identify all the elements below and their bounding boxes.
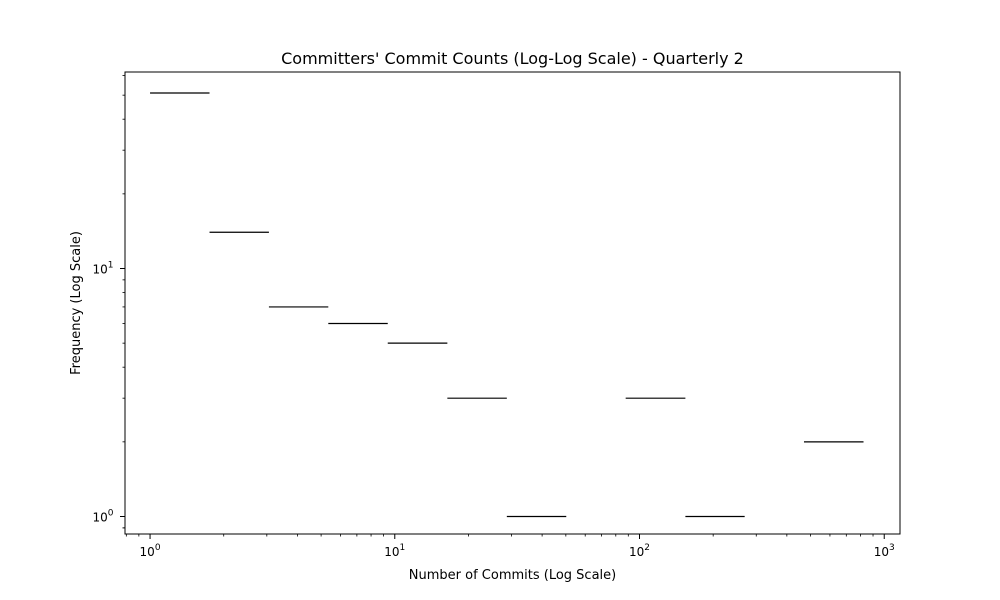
y-axis-label: Frequency (Log Scale)	[69, 231, 84, 375]
histogram-bar	[210, 232, 269, 534]
histogram-bar	[447, 398, 506, 534]
histogram-bar	[804, 442, 864, 534]
y-tick-label: 100	[92, 508, 113, 524]
histogram-bar	[388, 343, 448, 534]
histogram-bar	[626, 398, 686, 534]
y-tick-label: 101	[92, 261, 113, 277]
x-tick-label: 103	[874, 543, 895, 559]
bars-layer	[150, 92, 864, 535]
ticks-layer: 100 101 102 103 100 101	[92, 75, 895, 559]
x-axis-label: Number of Commits (Log Scale)	[409, 568, 616, 583]
chart-title: Committers' Commit Counts (Log-Log Scale…	[281, 49, 744, 68]
x-tick-label: 100	[140, 543, 161, 559]
histogram-bar	[685, 517, 744, 535]
histogram-bar	[150, 93, 209, 534]
histogram-bar	[328, 324, 387, 534]
x-tick-label: 101	[384, 543, 405, 559]
x-tick-label: 102	[629, 543, 650, 559]
histogram-bar	[507, 517, 566, 535]
plot-frame	[124, 71, 901, 535]
histogram-bar	[269, 307, 328, 534]
